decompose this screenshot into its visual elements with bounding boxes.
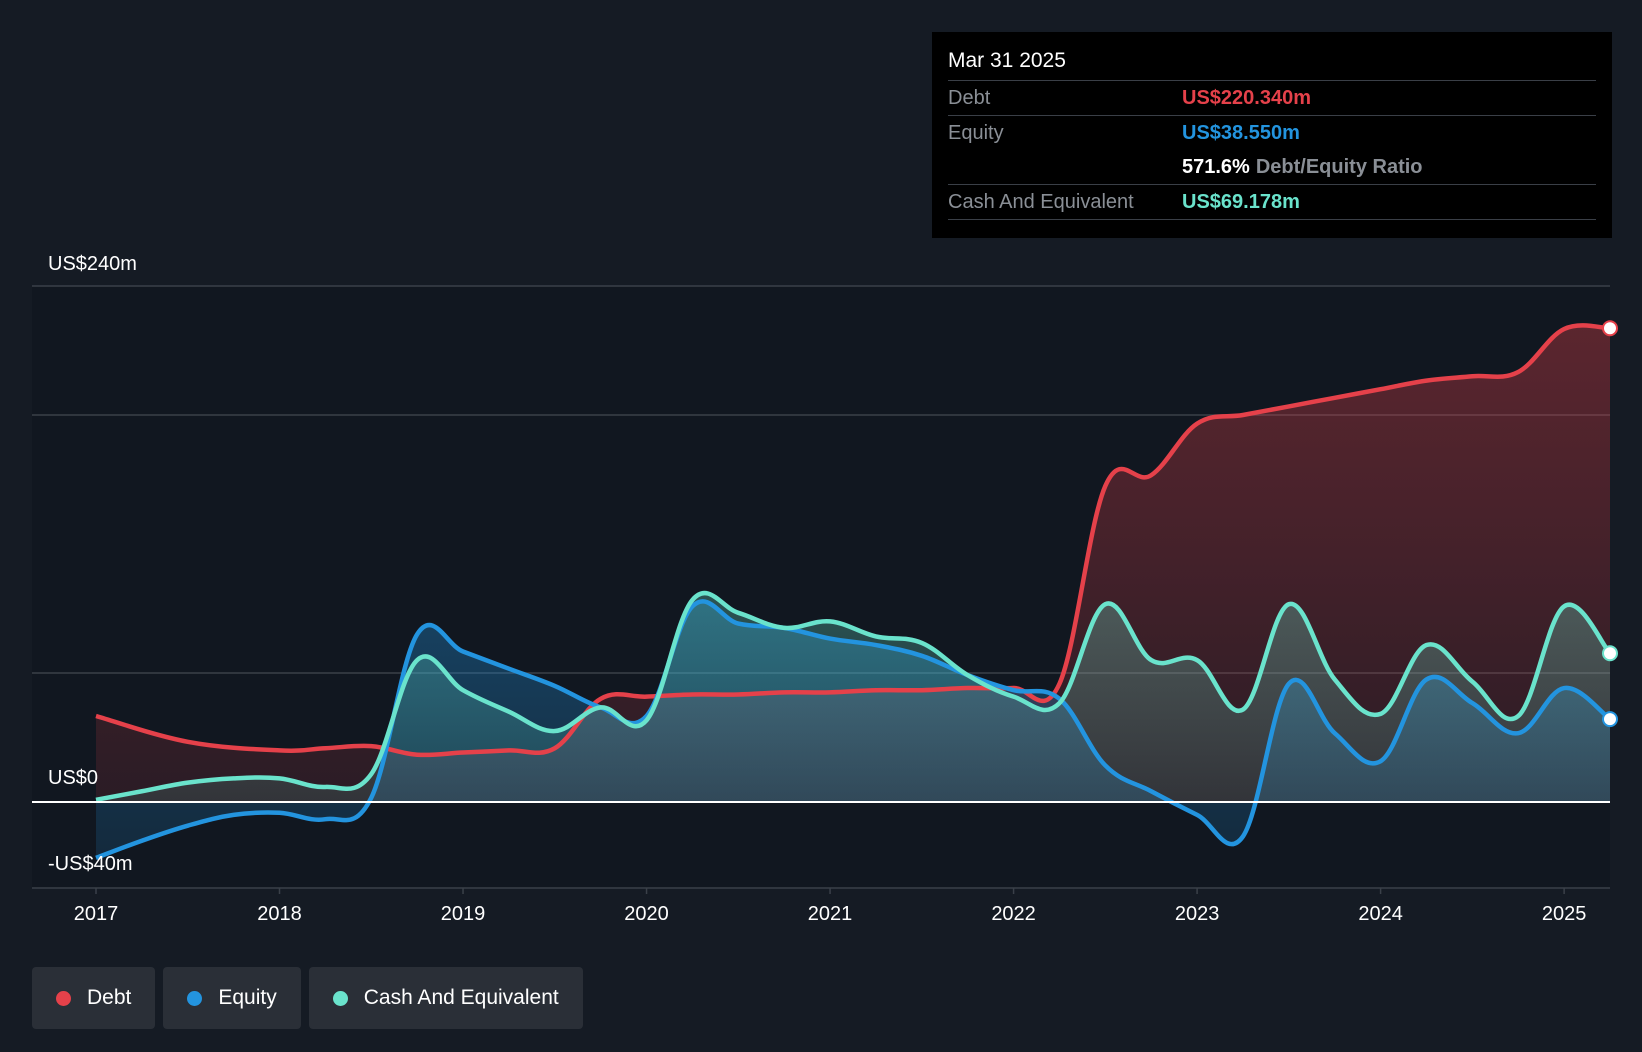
cash-end-marker bbox=[1602, 645, 1618, 662]
y-label-top: US$240m bbox=[48, 253, 137, 275]
x-tick-label: 2020 bbox=[624, 903, 669, 925]
x-axis-ticks: 2017 2018 2019 2020 2021 2022 2023 2024 2025 bbox=[74, 888, 1587, 925]
legend: Debt Equity Cash And Equivalent bbox=[32, 967, 583, 1029]
x-tick-label: 2023 bbox=[1175, 903, 1220, 925]
tooltip-debt-value: US$220.340m bbox=[1182, 87, 1311, 109]
equity-dot-icon bbox=[187, 990, 203, 1006]
tooltip-date: Mar 31 2025 bbox=[948, 46, 1596, 81]
cash-dot-icon bbox=[332, 990, 348, 1006]
debt-area bbox=[96, 325, 1610, 802]
x-tick-label: 2019 bbox=[441, 903, 486, 925]
legend-item-cash[interactable]: Cash And Equivalent bbox=[308, 967, 583, 1029]
x-tick-label: 2024 bbox=[1358, 903, 1403, 925]
x-tick-label: 2021 bbox=[808, 903, 853, 925]
y-label-bottom: -US$40m bbox=[48, 853, 132, 875]
legend-label-cash: Cash And Equivalent bbox=[363, 986, 559, 1009]
legend-item-debt[interactable]: Debt bbox=[32, 967, 156, 1029]
x-tick-label: 2025 bbox=[1542, 903, 1587, 925]
x-tick-label: 2017 bbox=[74, 903, 119, 925]
legend-item-equity[interactable]: Equity bbox=[163, 967, 301, 1029]
debt-dot-icon bbox=[56, 990, 71, 1006]
tooltip-ratio-label: Debt/Equity Ratio bbox=[1255, 156, 1423, 178]
x-tick-label: 2018 bbox=[257, 903, 302, 925]
end-markers bbox=[32, 320, 1618, 803]
tooltip-ratio-row: 571.6% Debt/Equity Ratio bbox=[948, 150, 1596, 185]
tooltip-cash-value: US$69.178m bbox=[1182, 191, 1300, 213]
debt-line bbox=[95, 323, 1611, 758]
tooltip-cash-row: Cash And Equivalent US$69.178m bbox=[948, 185, 1596, 220]
debt-end-marker bbox=[1602, 320, 1618, 337]
y-label-zero: US$0 bbox=[48, 767, 98, 789]
tooltip-equity-row: Equity US$38.550m bbox=[948, 116, 1596, 150]
series-lines bbox=[95, 323, 1612, 861]
tooltip-panel: Mar 31 2025 Debt US$220.340m Equity US$3… bbox=[932, 32, 1612, 238]
tooltip-cash-label: Cash And Equivalent bbox=[948, 191, 1134, 213]
equity-end-marker bbox=[1602, 711, 1618, 728]
legend-label-equity: Equity bbox=[218, 986, 277, 1009]
x-tick-label: 2022 bbox=[991, 903, 1036, 925]
tooltip-debt-row: Debt US$220.340m bbox=[948, 81, 1596, 116]
legend-label-debt: Debt bbox=[87, 986, 132, 1009]
cash-line bbox=[95, 590, 1612, 803]
tooltip-ratio-value: 571.6% bbox=[1182, 156, 1250, 178]
tooltip-debt-label: Debt bbox=[948, 87, 991, 109]
tooltip-ratio-spacer bbox=[948, 150, 1182, 184]
equity-line bbox=[95, 599, 1612, 861]
tooltip-equity-label: Equity bbox=[948, 122, 1004, 144]
tooltip-equity-value: US$38.550m bbox=[1182, 122, 1300, 144]
